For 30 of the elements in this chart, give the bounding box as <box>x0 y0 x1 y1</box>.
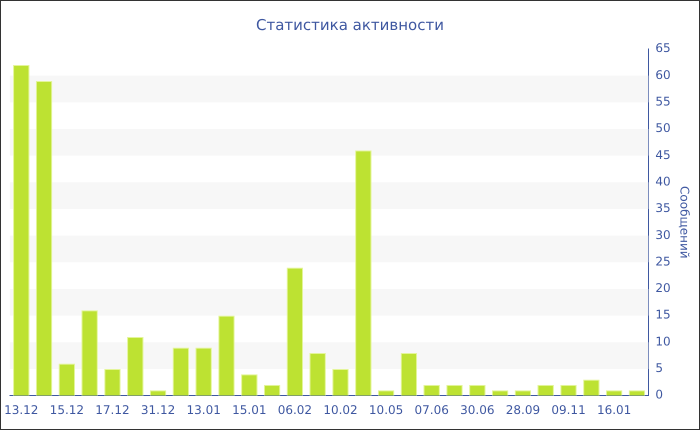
y-tick-label: 50 <box>655 121 671 136</box>
x-tick-label: 28.09 <box>506 402 540 417</box>
y-tick-label: 25 <box>655 254 671 268</box>
x-tick-label: 15.01 <box>232 402 266 417</box>
x-tick-label: 13.12 <box>4 402 38 417</box>
x-tick-label: 06.02 <box>278 402 312 417</box>
chart-title: Статистика активности <box>256 16 444 34</box>
y-tick-label: 20 <box>655 281 671 296</box>
y-tick-label: 60 <box>655 68 671 82</box>
x-tick-label: 13.01 <box>186 402 221 417</box>
y-tick-label: 55 <box>655 94 671 108</box>
x-tick-label: 09.11 <box>551 402 586 417</box>
x-tick-label: 15.12 <box>50 402 84 417</box>
x-tick-label: 16.01 <box>596 402 632 417</box>
y-tick-label: 5 <box>655 361 663 376</box>
y-tick-label: 35 <box>655 201 671 216</box>
x-tick-label: 31.12 <box>140 402 176 417</box>
x-tick-label: 10.02 <box>323 402 358 417</box>
x-tick-label: 30.06 <box>460 402 494 417</box>
x-tick-label: 17.12 <box>95 402 130 417</box>
y-tick-label: 10 <box>655 334 671 348</box>
y-tick-label: 40 <box>655 174 671 188</box>
y-tick-label: 15 <box>655 308 671 322</box>
y-tick-label: 45 <box>655 148 671 162</box>
y-axis-title: Сообщений <box>678 186 692 259</box>
x-tick-label: 07.06 <box>414 402 449 417</box>
y-tick-label: 65 <box>655 41 671 56</box>
x-tick-label: 10.05 <box>368 402 404 417</box>
y-tick-label: 30 <box>655 228 671 242</box>
y-tick-label: 0 <box>655 388 663 402</box>
